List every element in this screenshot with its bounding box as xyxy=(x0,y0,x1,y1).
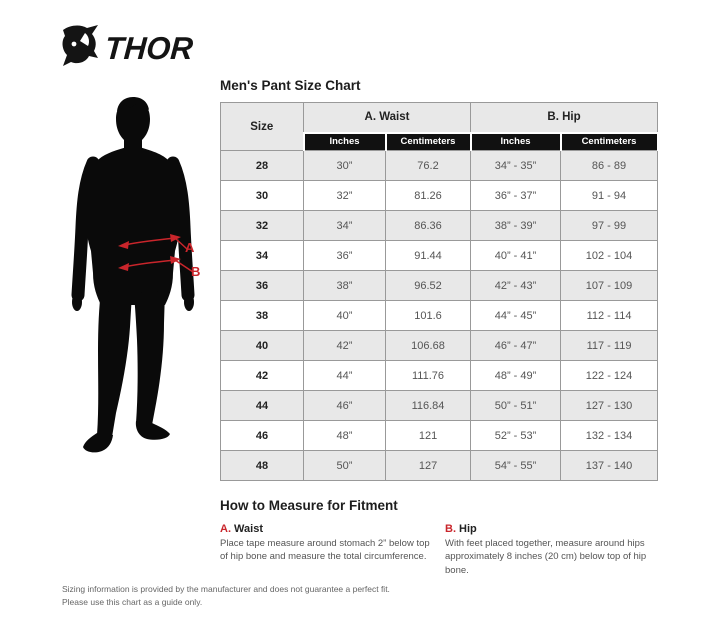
page-title: Men's Pant Size Chart xyxy=(220,78,361,93)
cell-waist-inches: 44” xyxy=(303,360,386,391)
measure-hip-heading: B. Hip xyxy=(445,523,657,535)
cell-hip-inches: 46” - 47” xyxy=(470,330,562,361)
cell-waist-centimeters: 81.26 xyxy=(384,180,472,211)
cell-hip-centimeters: 107 - 109 xyxy=(560,270,659,301)
how-to-measure-section: How to Measure for Fitment A. Waist Plac… xyxy=(220,498,657,577)
cell-waist-inches: 40” xyxy=(303,300,386,331)
measure-waist-prefix: A. xyxy=(220,523,231,535)
cell-hip-centimeters: 97 - 99 xyxy=(560,210,659,241)
cell-size: 38 xyxy=(220,300,304,331)
fit-figure: A B xyxy=(58,95,218,465)
table-row: 38 40” 101.6 44” - 45” 112 - 114 xyxy=(220,300,659,331)
cell-hip-inches: 52” - 53” xyxy=(470,420,562,451)
cell-waist-inches: 46” xyxy=(303,390,386,421)
col-header-waist-inches: Inches xyxy=(302,131,387,151)
col-header-waist-centimeters: Centimeters xyxy=(384,131,472,151)
cell-hip-centimeters: 86 - 89 xyxy=(560,150,659,181)
cell-size: 32 xyxy=(220,210,304,241)
table-row: 46 48” 121 52” - 53” 132 - 134 xyxy=(220,420,659,451)
measure-waist-instructions: A. Waist Place tape measure around stoma… xyxy=(220,523,433,577)
cell-waist-centimeters: 116.84 xyxy=(384,390,472,421)
table-row: 40 42” 106.68 46” - 47” 117 - 119 xyxy=(220,330,659,361)
measure-hip-prefix: B. xyxy=(445,523,456,535)
cell-waist-centimeters: 106.68 xyxy=(384,330,472,361)
col-header-hip: B. Hip xyxy=(470,102,659,133)
thor-beast-head-icon xyxy=(60,24,102,73)
table-row: 42 44” 111.76 48” - 49” 122 - 124 xyxy=(220,360,659,391)
disclaimer-line-2: Please use this chart as a guide only. xyxy=(62,597,203,608)
cell-hip-inches: 40” - 41” xyxy=(470,240,562,271)
table-row: 32 34” 86.36 38” - 39” 97 - 99 xyxy=(220,210,659,241)
cell-waist-centimeters: 76.2 xyxy=(384,150,472,181)
cell-waist-inches: 36” xyxy=(303,240,386,271)
cell-size: 28 xyxy=(220,150,304,181)
size-chart-table: Size A. Waist B. Hip Inches Centimeters … xyxy=(220,102,659,481)
cell-hip-inches: 42” - 43” xyxy=(470,270,562,301)
col-header-hip-centimeters: Centimeters xyxy=(559,131,659,151)
cell-hip-centimeters: 137 - 140 xyxy=(560,450,659,481)
cell-hip-centimeters: 127 - 130 xyxy=(560,390,659,421)
cell-waist-centimeters: 91.44 xyxy=(384,240,472,271)
cell-hip-inches: 48” - 49” xyxy=(470,360,562,391)
cell-hip-centimeters: 122 - 124 xyxy=(560,360,659,391)
cell-size: 48 xyxy=(220,450,304,481)
cell-waist-inches: 42” xyxy=(303,330,386,361)
cell-hip-centimeters: 112 - 114 xyxy=(560,300,659,331)
cell-waist-centimeters: 111.76 xyxy=(384,360,472,391)
table-row: 28 30” 76.2 34” - 35” 86 - 89 xyxy=(220,150,659,181)
cell-size: 34 xyxy=(220,240,304,271)
cell-hip-centimeters: 117 - 119 xyxy=(560,330,659,361)
table-row: 48 50” 127 54” - 55” 137 - 140 xyxy=(220,450,659,481)
cell-hip-inches: 50” - 51” xyxy=(470,390,562,421)
col-header-hip-inches: Inches xyxy=(469,131,562,151)
cell-hip-inches: 54” - 55” xyxy=(470,450,562,481)
cell-size: 30 xyxy=(220,180,304,211)
cell-waist-centimeters: 101.6 xyxy=(384,300,472,331)
table-row: 34 36” 91.44 40” - 41” 102 - 104 xyxy=(220,240,659,271)
disclaimer-line-1: Sizing information is provided by the ma… xyxy=(62,584,390,594)
how-to-measure-title: How to Measure for Fitment xyxy=(220,498,398,513)
size-chart-section: Men's Pant Size Chart Size A. Waist B. H… xyxy=(220,78,659,577)
cell-size: 46 xyxy=(220,420,304,451)
cell-waist-inches: 38” xyxy=(303,270,386,301)
cell-waist-centimeters: 96.52 xyxy=(384,270,472,301)
cell-hip-inches: 34” - 35” xyxy=(470,150,562,181)
cell-size: 36 xyxy=(220,270,304,301)
table-row: 44 46” 116.84 50” - 51” 127 - 130 xyxy=(220,390,659,421)
cell-waist-inches: 34” xyxy=(303,210,386,241)
cell-size: 42 xyxy=(220,360,304,391)
cell-size: 44 xyxy=(220,390,304,421)
header-row-groups: Size A. Waist B. Hip xyxy=(220,102,659,151)
measure-waist-heading: A. Waist xyxy=(220,523,433,535)
cell-waist-centimeters: 121 xyxy=(384,420,472,451)
male-silhouette-image xyxy=(58,97,218,469)
measure-waist-name: Waist xyxy=(231,523,263,535)
measure-hip-text: With feet placed together, measure aroun… xyxy=(445,538,647,576)
measure-waist-text: Place tape measure around stomach 2” bel… xyxy=(220,538,430,563)
brand-logo-text: THOR xyxy=(103,30,195,66)
cell-waist-inches: 32” xyxy=(303,180,386,211)
cell-hip-inches: 44” - 45” xyxy=(470,300,562,331)
measure-hip-name: Hip xyxy=(456,523,477,535)
hip-line-label: B xyxy=(191,264,201,279)
waist-line-label: A xyxy=(185,240,195,255)
cell-hip-inches: 38” - 39” xyxy=(470,210,562,241)
brand-logo: THOR xyxy=(60,24,195,73)
table-row: 36 38” 96.52 42” - 43” 107 - 109 xyxy=(220,270,659,301)
cell-size: 40 xyxy=(220,330,304,361)
cell-waist-centimeters: 86.36 xyxy=(384,210,472,241)
cell-waist-inches: 48” xyxy=(303,420,386,451)
cell-hip-centimeters: 91 - 94 xyxy=(560,180,659,211)
cell-hip-centimeters: 102 - 104 xyxy=(560,240,659,271)
col-header-waist: A. Waist xyxy=(302,102,472,133)
cell-waist-inches: 50” xyxy=(303,450,386,481)
disclaimer: Sizing information is provided by the ma… xyxy=(62,583,390,609)
table-row: 30 32” 81.26 36” - 37” 91 - 94 xyxy=(220,180,659,211)
cell-hip-inches: 36” - 37” xyxy=(470,180,562,211)
cell-waist-centimeters: 127 xyxy=(384,450,472,481)
col-header-size: Size xyxy=(220,102,304,151)
measure-hip-instructions: B. Hip With feet placed together, measur… xyxy=(445,523,657,577)
cell-waist-inches: 30” xyxy=(303,150,386,181)
cell-hip-centimeters: 132 - 134 xyxy=(560,420,659,451)
